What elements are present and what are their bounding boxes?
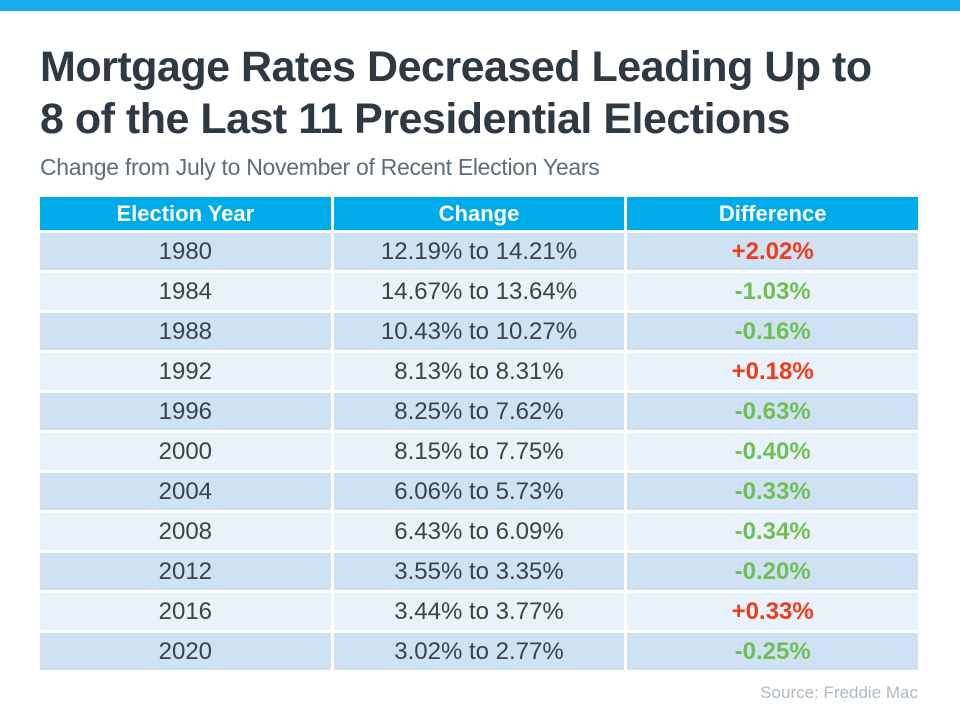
change-cell: 8.15% to 7.75% (333, 433, 625, 470)
table-head: Election Year Change Difference (40, 197, 918, 230)
difference-cell: -0.20% (627, 553, 918, 590)
election-year-cell: 1996 (40, 393, 331, 430)
change-cell: 6.43% to 6.09% (333, 513, 625, 550)
election-year-cell: 2016 (40, 593, 331, 630)
election-year-cell: 1988 (40, 313, 331, 350)
difference-cell: +0.33% (627, 593, 918, 630)
table-row: 1996 8.25% to 7.62% -0.63% (40, 393, 918, 430)
table-row: 1980 12.19% to 14.21% +2.02% (40, 233, 918, 270)
title-line-1: Mortgage Rates Decreased Leading Up to (40, 43, 872, 91)
change-cell: 8.13% to 8.31% (333, 353, 625, 390)
title-line-2: 8 of the Last 11 Presidential Elections (40, 95, 791, 143)
col-header-difference: Difference (627, 197, 918, 230)
table-row: 2000 8.15% to 7.75% -0.40% (40, 433, 918, 470)
election-year-cell: 1992 (40, 353, 331, 390)
table-row: 1988 10.43% to 10.27% -0.16% (40, 313, 918, 350)
mortgage-rates-table: Election Year Change Difference 1980 12.1… (37, 194, 921, 673)
table-row: 1992 8.13% to 8.31% +0.18% (40, 353, 918, 390)
table-row: 2016 3.44% to 3.77% +0.33% (40, 593, 918, 630)
change-cell: 3.44% to 3.77% (333, 593, 625, 630)
difference-cell: -0.16% (627, 313, 918, 350)
difference-cell: -0.40% (627, 433, 918, 470)
change-cell: 6.06% to 5.73% (333, 473, 625, 510)
difference-cell: -1.03% (627, 273, 918, 310)
election-year-cell: 2004 (40, 473, 331, 510)
difference-cell: -0.25% (627, 633, 918, 670)
table-body: 1980 12.19% to 14.21% +2.02% 1984 14.67% to … (40, 233, 918, 670)
page-subtitle: Change from July to November of Recent E… (40, 154, 600, 180)
change-cell: 3.02% to 2.77% (333, 633, 625, 670)
election-year-cell: 2000 (40, 433, 331, 470)
election-year-cell: 2008 (40, 513, 331, 550)
col-header-change: Change (333, 197, 625, 230)
table-row: 2020 3.02% to 2.77% -0.25% (40, 633, 918, 670)
difference-cell: +2.02% (627, 233, 918, 270)
change-cell: 8.25% to 7.62% (333, 393, 625, 430)
change-cell: 10.43% to 10.27% (333, 313, 625, 350)
change-cell: 3.55% to 3.35% (333, 553, 625, 590)
table-row: 2012 3.55% to 3.35% -0.20% (40, 553, 918, 590)
change-cell: 12.19% to 14.21% (333, 233, 625, 270)
difference-cell: -0.33% (627, 473, 918, 510)
election-year-cell: 1984 (40, 273, 331, 310)
difference-cell: -0.34% (627, 513, 918, 550)
page-title: Mortgage Rates Decreased Leading Up to 8 … (40, 41, 920, 145)
election-year-cell: 2012 (40, 553, 331, 590)
col-header-election-year: Election Year (40, 197, 331, 230)
table-header-row: Election Year Change Difference (40, 197, 918, 230)
table-row: 1984 14.67% to 13.64% -1.03% (40, 273, 918, 310)
table-row: 2008 6.43% to 6.09% -0.34% (40, 513, 918, 550)
difference-cell: -0.63% (627, 393, 918, 430)
difference-cell: +0.18% (627, 353, 918, 390)
top-accent-bar (0, 0, 960, 11)
election-year-cell: 1980 (40, 233, 331, 270)
source-attribution: Source: Freddie Mac (760, 683, 918, 702)
table-row: 2004 6.06% to 5.73% -0.33% (40, 473, 918, 510)
election-year-cell: 2020 (40, 633, 331, 670)
slide: Mortgage Rates Decreased Leading Up to 8 … (0, 0, 960, 702)
change-cell: 14.67% to 13.64% (333, 273, 625, 310)
